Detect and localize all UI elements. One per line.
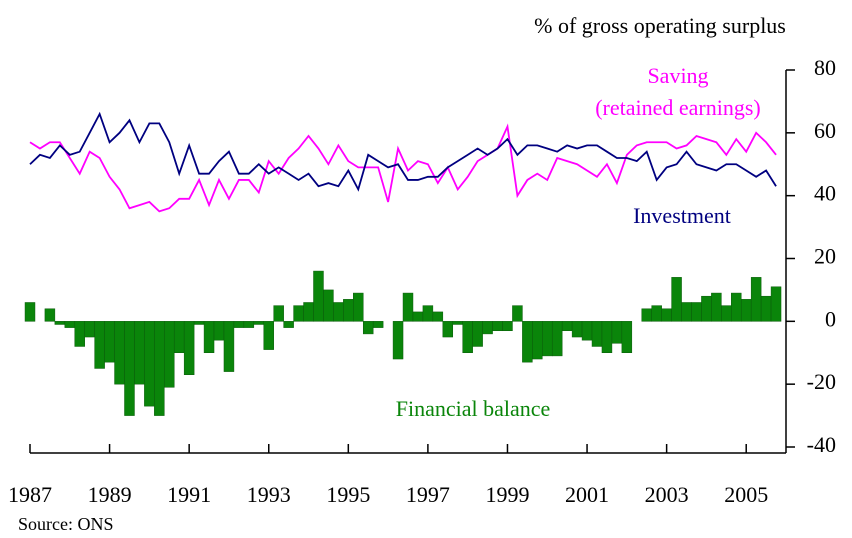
bar <box>691 302 702 322</box>
bar <box>372 321 384 328</box>
bar <box>482 321 493 335</box>
bar <box>731 292 742 322</box>
series-label: Saving (retained earnings) <box>595 63 761 120</box>
x-tick-label: 1999 <box>485 482 529 507</box>
y-tick-label: -20 <box>807 369 836 394</box>
bar <box>542 321 553 357</box>
bar <box>213 321 225 341</box>
bar <box>74 321 85 347</box>
bar <box>323 289 334 322</box>
x-tick-label: 1993 <box>247 482 291 507</box>
bar <box>353 292 364 322</box>
bar <box>104 321 115 363</box>
x-tick-label: 2005 <box>724 482 768 507</box>
y-tick-label: 60 <box>814 118 836 143</box>
x-tick-label: 1987 <box>8 482 52 507</box>
y-axis-label: % of gross operating surplus <box>534 13 786 38</box>
bar <box>44 308 56 322</box>
bar <box>144 321 155 407</box>
bar <box>64 321 76 328</box>
bar <box>701 295 712 322</box>
bar <box>362 321 374 335</box>
bar <box>134 321 145 385</box>
bar <box>402 292 414 322</box>
bar <box>84 321 95 338</box>
y-tick-label: -40 <box>807 432 836 457</box>
y-tick-label: 40 <box>814 181 836 206</box>
bar <box>621 321 633 354</box>
x-tick-label: 2003 <box>645 482 689 507</box>
series-label: Investment <box>633 203 731 228</box>
bar <box>522 321 533 363</box>
bar <box>512 305 523 322</box>
bar <box>333 302 344 322</box>
bar <box>661 308 672 322</box>
series-label: Financial balance <box>395 396 551 421</box>
source-note: Source: ONS <box>18 514 114 534</box>
bar <box>532 321 543 360</box>
bar <box>492 321 503 332</box>
line <box>29 123 777 213</box>
bar <box>412 311 424 322</box>
bar <box>641 308 652 322</box>
bar <box>671 277 682 322</box>
bar <box>243 321 255 328</box>
y-tick-label: 20 <box>814 244 836 269</box>
bar <box>601 321 613 354</box>
bar <box>651 305 662 322</box>
bar <box>164 321 175 388</box>
bar <box>54 321 66 325</box>
bar <box>472 321 483 347</box>
bar <box>561 321 573 332</box>
bar <box>253 321 265 325</box>
bar <box>581 321 593 341</box>
bar <box>313 270 324 322</box>
line <box>29 111 777 192</box>
y-tick-label: 80 <box>814 55 836 80</box>
bar <box>114 321 125 385</box>
bar <box>183 321 195 375</box>
bar <box>740 299 752 322</box>
x-tick-label: 1997 <box>406 482 450 507</box>
bar <box>303 302 314 322</box>
bar <box>681 302 692 322</box>
bar <box>263 321 274 350</box>
bar <box>591 321 603 347</box>
bar <box>571 321 583 338</box>
bar <box>203 321 215 354</box>
bar <box>154 321 165 416</box>
x-tick-label: 2001 <box>565 482 609 507</box>
x-tick-label: 1989 <box>88 482 132 507</box>
bar <box>223 321 235 372</box>
x-tick-label: 1991 <box>167 482 211 507</box>
bar <box>422 305 434 322</box>
bar <box>611 321 623 344</box>
bar <box>193 321 205 325</box>
bar <box>452 321 463 325</box>
bar <box>721 305 732 322</box>
bar <box>173 321 185 354</box>
x-tick-label: 1995 <box>326 482 370 507</box>
bar <box>94 321 105 369</box>
bar <box>770 286 782 322</box>
bar <box>24 302 36 322</box>
bar <box>432 311 444 322</box>
bar <box>124 321 135 416</box>
bar <box>711 292 722 322</box>
bar <box>273 305 284 322</box>
bar <box>293 305 304 322</box>
bar <box>233 321 245 328</box>
bar <box>760 295 772 322</box>
bar <box>502 321 513 332</box>
bar <box>343 299 354 322</box>
y-tick-label: 0 <box>825 306 836 331</box>
bar <box>283 321 294 328</box>
bar <box>750 277 762 322</box>
bar <box>462 321 473 354</box>
bar <box>551 321 563 357</box>
bar <box>392 321 404 360</box>
bar <box>442 321 454 338</box>
